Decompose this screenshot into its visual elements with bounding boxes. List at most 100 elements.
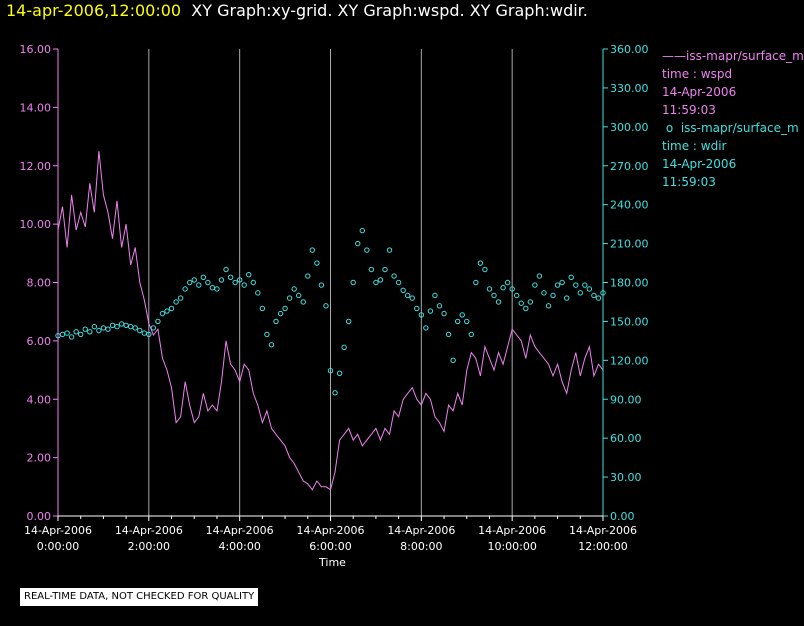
y-right-tick-label: 120.00 [610,354,649,367]
series-wdir-point [454,318,461,325]
series-wdir-point [591,292,597,299]
chart-header: 14-apr-2006,12:00:00 XY Graph:xy-grid. X… [6,0,588,22]
legend-wdir-date: 14-Apr-2006 [662,157,737,171]
legend-marker-circle: o [665,121,674,135]
legend-entry-wspd: ——iss-mapr/surface_m time : wspd 14-Apr-… [662,47,804,119]
series-wdir-point [577,290,583,296]
series-wdir-point [59,331,66,338]
series-wdir-point [191,277,197,283]
series-wdir-point [468,331,474,338]
series-wdir-point [282,305,288,312]
x-tick-label-time: 12:00:00 [578,540,627,553]
y-left-tick-label: 2.00 [27,452,52,465]
y-right-tick-label: 330.00 [610,82,649,95]
series-wdir-point [182,286,188,292]
series-wdir-point [277,310,284,317]
legend-wspd-time: 11:59:03 [662,103,716,117]
series-wdir-point [200,274,207,281]
series-wdir-point [223,266,229,273]
y-right-tick-label: 270.00 [610,160,649,173]
series-wdir-point [414,305,420,312]
series-wdir-point [137,327,143,334]
series-wdir-point [509,286,515,292]
series-wdir-point [118,321,125,327]
series-wdir-point [255,290,261,296]
series-wdir-point [132,325,138,331]
series-wdir-point [141,330,147,336]
x-tick-label-date: 14-Apr-2006 [115,524,183,537]
series-wdir-point [291,286,297,292]
x-tick-label-time: 10:00:00 [487,540,536,553]
series-wdir-point [405,292,411,299]
series-wdir-point [264,331,270,338]
series-wdir-point [582,282,588,288]
series-wdir-point [168,305,175,312]
series-wdir-point [177,295,184,301]
series-wdir-point [504,279,511,286]
series-wdir-point [482,266,488,273]
x-tick-label-time: 4:00:00 [218,540,260,553]
series-wdir-point [155,318,161,325]
x-tick-label-time: 6:00:00 [309,540,351,553]
series-wdir-point [536,273,543,279]
series-wdir-point [300,299,306,305]
series-wdir-point [218,277,225,283]
series-wdir-point [159,310,166,317]
series-wdir-point [573,282,579,288]
legend-wspd-label: time : wspd [662,67,733,81]
series-wdir-point [527,299,534,305]
series-wdir-point [514,292,520,299]
y-right-tick-label: 180.00 [610,277,649,290]
plot-area [55,151,606,491]
series-wdir-point [495,299,502,305]
y-left-tick-label: 6.00 [27,335,52,348]
series-wdir-point [395,279,402,286]
y-left-tick-label: 10.00 [20,218,52,231]
series-wdir-point [486,286,493,292]
series-wdir-point [345,318,352,325]
series-wdir-point [586,286,593,292]
legend-wspd-name: iss-mapr/surface_m [686,49,804,63]
series-wdir-point [436,303,443,309]
series-wdir-point [400,287,406,293]
series-wdir-point [73,329,79,335]
y-right-tick-label: 30.00 [610,471,642,484]
series-wdir-point [64,330,70,336]
x-tick-label-date: 14-Apr-2006 [478,524,546,537]
x-axis-label: Time [318,556,346,569]
y-left-tick-label: 0.00 [27,510,52,523]
series-wdir-point [459,312,465,318]
y-left-tick-label: 12.00 [20,160,52,173]
series-wdir-point [296,292,302,299]
series-wdir-point [523,305,529,312]
y-right-tick-label: 210.00 [610,238,649,251]
series-wdir-point [123,322,129,329]
series-wdir-point [236,277,243,283]
series-wdir-point [173,299,179,305]
series-wdir-point [336,370,343,377]
series-wdir-point [563,295,570,301]
series-wdir-point [164,308,170,314]
series-wdir-point [214,286,220,292]
series-wdir-point [518,300,524,306]
series-wdir-point [441,310,447,317]
series-wdir-point [314,260,320,266]
series-wdir-point [205,279,211,286]
series-wdir-point [386,247,393,253]
series-wdir-point [273,318,279,325]
series-wdir-point [545,303,552,309]
series-wdir-point [250,279,256,286]
y-right-tick-label: 300.00 [610,121,649,134]
x-tick-label-date: 14-Apr-2006 [569,524,637,537]
legend-entry-wdir: o iss-mapr/surface_m time : wdir 14-Apr-… [662,119,804,191]
series-wdir-point [68,334,75,340]
series-wdir-point [91,323,98,330]
series-wdir-point [391,273,397,279]
series-wdir-point [196,282,202,288]
series-wdir-point [146,331,152,338]
series-wdir-point [477,260,484,266]
series-wdir-point [409,295,415,301]
series-wdir-point [559,279,565,286]
legend-wdir-time: 11:59:03 [662,175,716,189]
series-wdir-point [309,247,316,253]
